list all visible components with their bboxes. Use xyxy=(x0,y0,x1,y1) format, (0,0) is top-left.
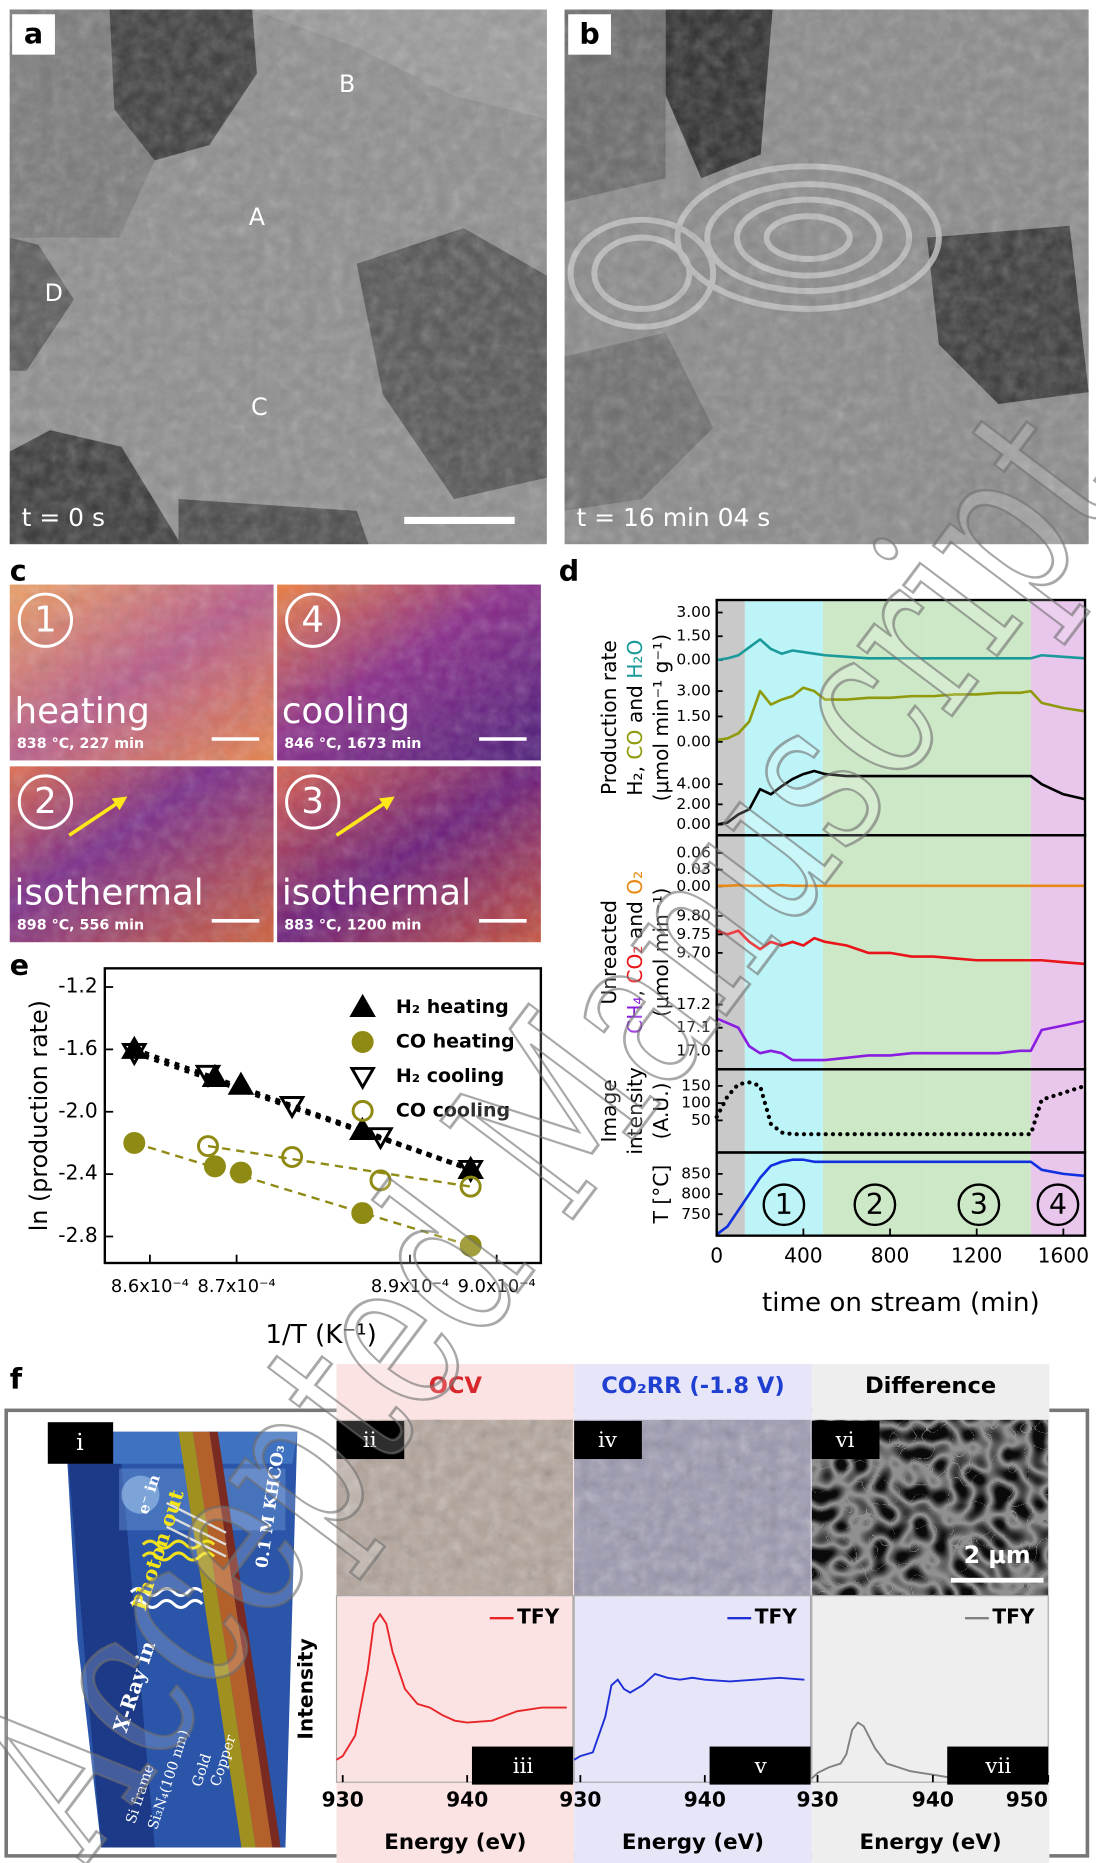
panel-label: e xyxy=(10,949,29,982)
tile-label: heating xyxy=(15,691,150,732)
x-tick-label: 950 xyxy=(1006,1788,1048,1812)
image-label: iv xyxy=(598,1428,618,1453)
micrograph-a xyxy=(10,10,547,545)
y-tick-label: 1.50 xyxy=(676,627,710,645)
panel-label: a xyxy=(24,18,43,51)
x-axis-label: time on stream (min) xyxy=(762,1288,1040,1318)
y-tick-label: 0.00 xyxy=(676,650,710,668)
phase-label: 4 xyxy=(1049,1188,1067,1221)
tile: 1 heating 838 °C, 227 min xyxy=(10,585,274,761)
panel-label: c xyxy=(10,555,27,588)
x-tick-label: 400 xyxy=(784,1244,823,1268)
time-label: t = 0 s xyxy=(22,503,105,532)
tile: 3 isothermal 883 °C, 1200 min xyxy=(277,766,541,942)
x-tick-label: 930 xyxy=(559,1788,601,1812)
legend-label: TFY xyxy=(517,1605,560,1629)
phase-region xyxy=(1031,600,1085,1236)
panel-label: d xyxy=(559,555,579,588)
x-tick-label: 940 xyxy=(446,1788,488,1812)
column-title: CO₂RR (-1.8 V) xyxy=(601,1373,785,1399)
phase-label: 2 xyxy=(866,1188,884,1221)
x-tick-label: 940 xyxy=(912,1788,954,1812)
marker xyxy=(125,1133,144,1152)
tile-conditions: 898 °C, 556 min xyxy=(17,918,144,934)
grain-label: C xyxy=(251,393,268,421)
tile-number: 2 xyxy=(34,781,57,822)
x-axis-label: Energy (eV) xyxy=(384,1830,526,1855)
grain-label: A xyxy=(249,203,266,231)
tile-conditions: 846 °C, 1673 min xyxy=(284,736,421,752)
y-tick-label: 3.00 xyxy=(676,603,710,621)
image-label: v xyxy=(754,1754,768,1779)
tile-number: 4 xyxy=(301,599,324,640)
y-axis-label: H₂, CO and H₂O xyxy=(622,640,646,796)
tile-conditions: 883 °C, 1200 min xyxy=(284,918,421,934)
page: { "panel_labels": ["a", "b", "c", "d", "… xyxy=(0,0,1096,1863)
column-title: Difference xyxy=(865,1373,996,1399)
panel-label: f xyxy=(10,1363,23,1396)
y-axis-label-part: Production rate xyxy=(596,640,620,795)
figure: a b c d e f B A D C t = 0 s t = 16 min 0… xyxy=(0,0,1096,1863)
tile-label: isothermal xyxy=(15,873,204,914)
x-tick-label: 930 xyxy=(796,1788,838,1812)
tile: 4 cooling 846 °C, 1673 min xyxy=(277,585,541,761)
tile-label: cooling xyxy=(282,691,410,732)
y-axis-label-part: , xyxy=(622,760,646,773)
image-label: vii xyxy=(984,1754,1011,1779)
marker xyxy=(231,1163,250,1182)
y-tick-label: -1.2 xyxy=(58,974,97,998)
marker xyxy=(205,1157,224,1176)
y-tick-label: 850 xyxy=(681,1164,710,1182)
time-label: t = 16 min 04 s xyxy=(577,503,771,532)
y-tick-label: 750 xyxy=(681,1205,710,1223)
grain-label: D xyxy=(45,279,63,307)
grain-label: B xyxy=(339,70,355,98)
tile-number: 3 xyxy=(301,781,324,822)
legend-label: TFY xyxy=(755,1605,798,1629)
y-tick-label: 800 xyxy=(681,1185,710,1203)
phase-label: 3 xyxy=(970,1188,988,1221)
legend-label: TFY xyxy=(992,1605,1035,1629)
marker xyxy=(353,1032,372,1051)
phase-label: 1 xyxy=(775,1188,793,1221)
x-tick-label: 0 xyxy=(710,1244,723,1268)
image-label: iii xyxy=(513,1754,534,1779)
y-tick-label: -2.4 xyxy=(58,1161,97,1185)
tile: 2 isothermal 898 °C, 556 min xyxy=(10,766,274,942)
y-tick-label: -2.8 xyxy=(58,1223,97,1247)
x-tick-label: 930 xyxy=(322,1788,364,1812)
tile-label: isothermal xyxy=(282,873,471,914)
x-tick-label: 940 xyxy=(684,1788,726,1812)
x-tick-label: 1200 xyxy=(951,1244,1002,1268)
x-axis-label: Energy (eV) xyxy=(860,1830,1002,1855)
marker xyxy=(230,1075,251,1094)
panel-label: b xyxy=(579,18,599,51)
y-tick-label: -1.6 xyxy=(58,1036,97,1060)
tile-conditions: 838 °C, 227 min xyxy=(17,736,144,752)
image-label: i xyxy=(76,1428,84,1456)
y-axis-label: Production rate xyxy=(596,640,620,795)
y-axis-label-part: CO xyxy=(622,730,646,760)
x-tick-label: 1600 xyxy=(1038,1244,1089,1268)
image-label: vi xyxy=(835,1428,855,1453)
x-tick-label: 8.6x10⁻⁴ xyxy=(111,1276,189,1297)
scale-bar-label: 2 μm xyxy=(964,1541,1031,1569)
y-axis-label-part: H₂O xyxy=(622,640,646,679)
marker xyxy=(352,1068,373,1087)
y-tick-label: -2.0 xyxy=(58,1098,97,1122)
x-axis-label: Energy (eV) xyxy=(622,1830,764,1855)
x-tick-label: 800 xyxy=(871,1244,910,1268)
y-axis-label-part: and xyxy=(622,679,646,730)
y-axis-label: ln (production rate) xyxy=(25,1000,53,1231)
tile-number: 1 xyxy=(34,599,57,640)
marker xyxy=(352,997,373,1016)
